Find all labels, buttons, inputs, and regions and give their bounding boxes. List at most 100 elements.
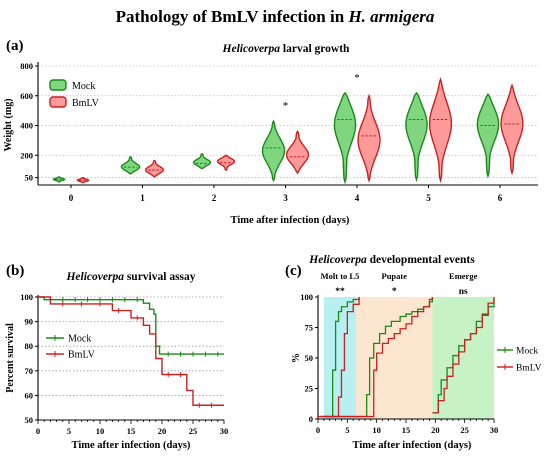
region-significance: ** — [335, 287, 345, 297]
violin-mock-day3 — [261, 119, 286, 183]
panel-b-survival: (b) Helicoverpa survival assay Percent s… — [5, 263, 228, 451]
significance-star: * — [354, 72, 360, 84]
panel-c-title: Helicoverpa developmental events — [308, 254, 475, 266]
violin-mock-day1 — [120, 155, 141, 175]
panel-c-ylabel: % — [291, 353, 302, 363]
violin-bmlv-day5 — [428, 76, 453, 184]
event-curve-bmlv-2 — [432, 297, 495, 414]
panel-c-legend: Mock BmLV — [497, 347, 542, 374]
ytick-label: 90 — [25, 317, 34, 327]
violin-bmlv-day4 — [357, 93, 381, 183]
xtick-label: 5 — [345, 425, 349, 435]
panel-c-series — [318, 297, 495, 418]
xtick-label: 5 — [426, 193, 431, 203]
panel-b-xlabel: Time after infection (days) — [72, 440, 191, 451]
xtick-label: 20 — [431, 425, 440, 435]
violin-bmlv-day6 — [500, 83, 524, 176]
legend-label-mock: Mock — [516, 347, 538, 357]
legend-label-bmlv: BmLV — [72, 98, 100, 109]
xtick-label: 2 — [212, 193, 217, 203]
xtick-label: 0 — [36, 426, 40, 436]
xtick-label: 0 — [69, 193, 74, 203]
ytick-label: 60 — [25, 390, 34, 400]
xtick-label: 25 — [189, 426, 198, 436]
region-label: Emerge — [449, 271, 478, 281]
panel-b-label: (b) — [6, 263, 24, 279]
xtick-label: 15 — [127, 426, 136, 436]
xtick-label: 20 — [158, 426, 167, 436]
xtick-label: 30 — [220, 426, 229, 436]
violin-mock-day5 — [405, 91, 428, 183]
panel-a-legend: Mock BmLV — [49, 79, 100, 109]
panel-a-xlabel: Time after infection (days) — [231, 215, 350, 226]
panel-a-ylabel: Weight (mg) — [3, 98, 14, 151]
region-emerge — [432, 297, 494, 419]
panel-c-xlabel: Time after infection (days) — [353, 440, 472, 451]
panel-c-axes: 0 25 50 75 100 0 5 10 15 20 25 30 — [300, 292, 498, 435]
panel-a-violins: ** — [52, 72, 524, 185]
panel-b-axes: 50 60 70 80 90 100 0 5 10 15 20 25 30 — [20, 292, 228, 436]
xtick-label: 0 — [316, 425, 320, 435]
region-label: Pupate — [382, 271, 408, 281]
event-curve-bmlv-1 — [318, 297, 434, 418]
panel-a-grid — [38, 65, 538, 178]
panel-b-ylabel: Percent survival — [5, 323, 16, 393]
xtick-label: 30 — [490, 425, 499, 435]
ytick-label: 600 — [20, 91, 33, 101]
panel-a-growth-violin: (a) Helicoverpa larval growth Weight (mg… — [3, 38, 538, 226]
legend-swatch-mock — [49, 79, 67, 91]
survival-line-mock — [38, 296, 224, 355]
xtick-label: 10 — [372, 425, 381, 435]
xtick-label: 4 — [355, 193, 360, 203]
ytick-label: 0 — [309, 414, 313, 424]
legend-label-mock: Mock — [68, 334, 91, 345]
significance-star: * — [283, 100, 289, 112]
ytick-label: 50 — [25, 173, 34, 183]
violin-mock-day6 — [476, 93, 500, 179]
legend-label-bmlv: BmLV — [68, 350, 96, 361]
region-significance: ns — [459, 287, 468, 297]
violin-bmlv-day0 — [76, 176, 90, 184]
violin-bmlv-day3 — [285, 130, 310, 175]
legend-label-bmlv: BmLV — [516, 364, 542, 374]
region-significance: * — [392, 287, 397, 297]
panel-a-axes: 50 200 400 600 800 0 1 2 3 4 5 6 — [20, 61, 538, 203]
region-pupate — [356, 297, 433, 419]
ytick-label: 75 — [305, 323, 314, 333]
xtick-label: 15 — [402, 425, 411, 435]
xtick-label: 25 — [460, 425, 469, 435]
panel-c-label: (c) — [285, 263, 302, 279]
legend-label-mock: Mock — [72, 81, 95, 92]
xtick-label: 5 — [67, 426, 71, 436]
violin-mock-day4 — [333, 91, 357, 185]
ytick-label: 80 — [25, 341, 34, 351]
region-molt-to-l5 — [323, 297, 357, 419]
ytick-label: 200 — [20, 150, 33, 160]
panel-a-label: (a) — [6, 38, 24, 54]
ytick-label: 50 — [25, 415, 34, 425]
ytick-label: 800 — [20, 61, 33, 71]
ytick-label: 100 — [300, 292, 313, 302]
violin-mock-day0 — [52, 176, 66, 183]
figure-title: Pathology of BmLV infection in H. armige… — [116, 7, 435, 26]
violin-bmlv-day1 — [144, 159, 165, 178]
survival-line-bmlv — [38, 296, 224, 406]
ytick-label: 400 — [20, 121, 33, 131]
panel-c-developmental: (c) Helicoverpa developmental events % T… — [285, 254, 542, 451]
event-curve-bmlv-0 — [323, 297, 360, 418]
xtick-label: 1 — [140, 193, 145, 203]
panel-b-title: Helicoverpa survival assay — [65, 271, 195, 283]
violin-mock-day2 — [192, 152, 212, 170]
ytick-label: 50 — [305, 353, 314, 363]
panel-b-legend: Mock BmLV — [46, 334, 96, 361]
xtick-label: 6 — [498, 193, 503, 203]
xtick-label: 3 — [283, 193, 288, 203]
ytick-label: 70 — [25, 366, 34, 376]
region-label: Molt to L5 — [321, 271, 360, 281]
event-curve-mock-0 — [323, 297, 360, 418]
ytick-label: 100 — [20, 292, 33, 302]
panel-a-title: Helicoverpa larval growth — [222, 43, 351, 55]
panel-b-series — [38, 296, 224, 408]
legend-swatch-bmlv — [49, 96, 67, 108]
